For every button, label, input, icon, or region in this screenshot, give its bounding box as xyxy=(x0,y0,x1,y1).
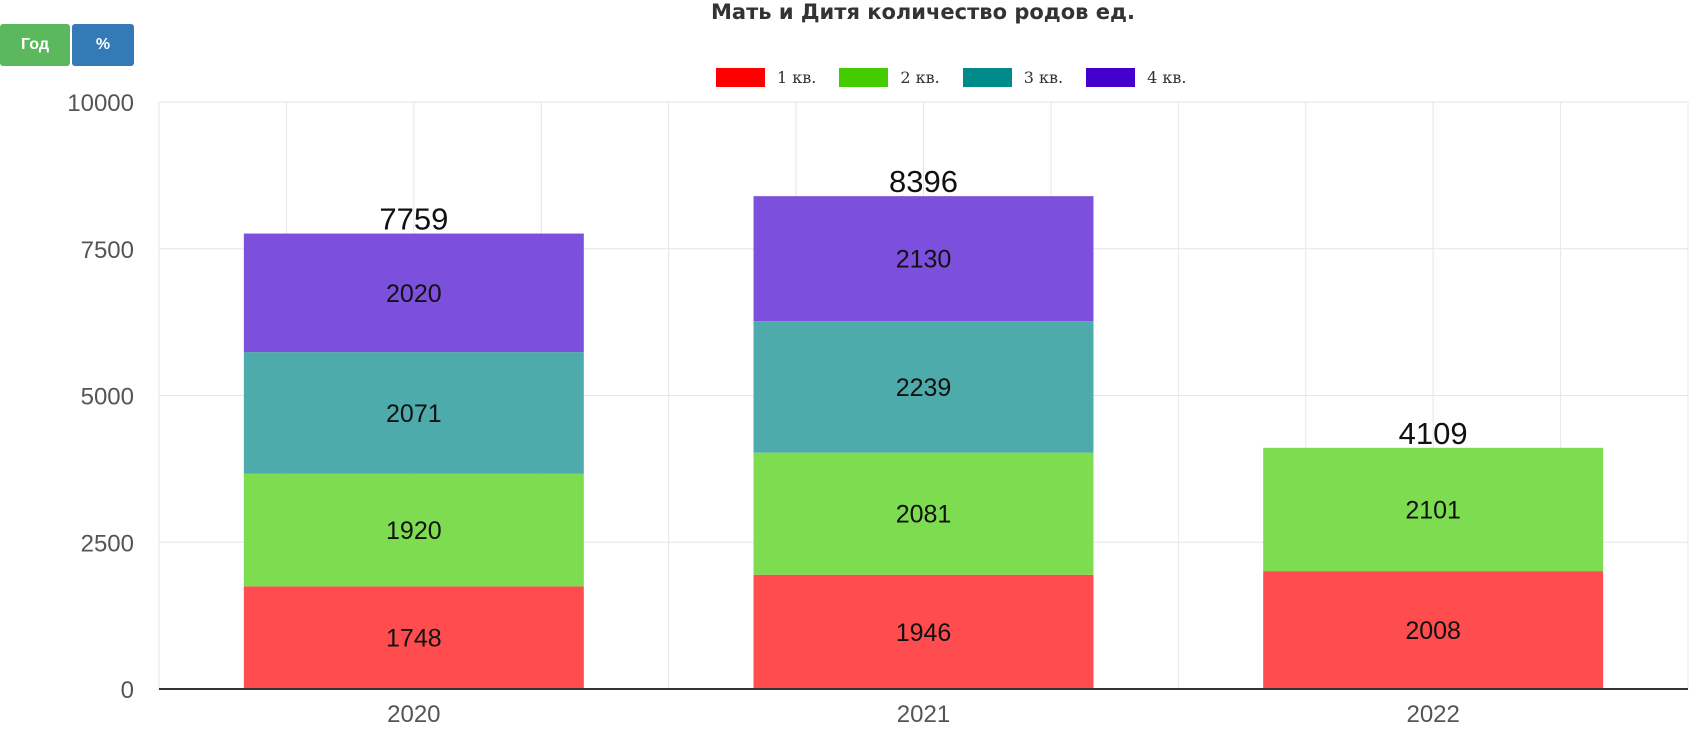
data-labels: 1748 1920 2071 2020 7759 1946 2081 2239 2130 8396… xyxy=(379,164,1467,653)
legend-swatch-q4 xyxy=(1086,68,1136,87)
legend-item-q3[interactable]: 3 кв. xyxy=(962,68,1064,87)
percent-button[interactable]: % xyxy=(72,24,134,66)
title-container: Мать и Дитя количество родов ед. xyxy=(0,0,1700,30)
bar-segment-2021-q4[interactable] xyxy=(753,196,1094,322)
bar-segment-2022-q1[interactable] xyxy=(1263,571,1604,689)
axes: 0 2500 5000 7500 10000 2020 2021 2022 xyxy=(67,90,1688,728)
bar-segment-label: 1946 xyxy=(896,619,952,647)
legend-swatch-q1 xyxy=(716,68,765,87)
bar-total-label: 8396 xyxy=(889,164,958,199)
bar-segment-2021-q1[interactable] xyxy=(753,574,1094,689)
bar-segment-label: 2071 xyxy=(386,400,442,428)
bar-segment-label: 2130 xyxy=(896,246,952,274)
bar-segment-label: 1920 xyxy=(386,517,442,545)
bar-segment-2020-q1[interactable] xyxy=(243,586,584,689)
bar-segment-2020-q2[interactable] xyxy=(243,473,584,587)
bar-segment-label: 1748 xyxy=(386,625,442,653)
chart-title: Мать и Дитя количество родов ед. xyxy=(711,0,1135,24)
bar-segment-2020-q4[interactable] xyxy=(243,233,584,353)
legend-item-q4[interactable]: 4 кв. xyxy=(1086,68,1186,87)
y-tick-label: 2500 xyxy=(81,530,134,557)
legend-label-q2: 2 кв. xyxy=(900,68,940,87)
bar-total-label: 7759 xyxy=(379,202,448,237)
legend-item-q2[interactable]: 2 кв. xyxy=(839,68,940,87)
legend-swatch-q3 xyxy=(962,68,1012,87)
y-tick-label: 5000 xyxy=(81,384,134,411)
chart-legend: 1 кв. 2 кв. 3 кв. 4 кв. xyxy=(716,68,1209,87)
legend-item-q1[interactable]: 1 кв. xyxy=(716,68,816,87)
bar-segment-2021-q3[interactable] xyxy=(753,321,1094,453)
y-tick-label: 7500 xyxy=(81,237,134,264)
bar-segment-label: 2020 xyxy=(386,280,442,308)
bar-segment-label: 2008 xyxy=(1405,617,1461,645)
x-tick-label: 2020 xyxy=(387,701,440,728)
legend-swatch-q2 xyxy=(839,68,889,87)
bar-total-label: 4109 xyxy=(1399,416,1468,451)
bar-segment-2022-q2[interactable] xyxy=(1263,447,1604,572)
bars xyxy=(243,196,1604,689)
y-tick-label: 10000 xyxy=(67,90,134,117)
legend-label-q3: 3 кв. xyxy=(1023,68,1064,87)
bar-segment-label: 2081 xyxy=(896,501,952,529)
legend-label-q4: 4 кв. xyxy=(1147,68,1187,87)
x-tick-label: 2021 xyxy=(897,701,950,728)
x-tick-label: 2022 xyxy=(1406,701,1459,728)
year-button[interactable]: Год xyxy=(0,24,70,66)
bar-segment-label: 2101 xyxy=(1405,496,1461,524)
y-tick-label: 0 xyxy=(121,677,134,704)
bar-segment-label: 2239 xyxy=(896,374,952,402)
bar-segment-2021-q2[interactable] xyxy=(753,452,1094,575)
bar-segment-2020-q3[interactable] xyxy=(243,352,584,474)
legend-label-q1: 1 кв. xyxy=(777,68,817,87)
view-toggle-group: Год % xyxy=(0,24,134,66)
